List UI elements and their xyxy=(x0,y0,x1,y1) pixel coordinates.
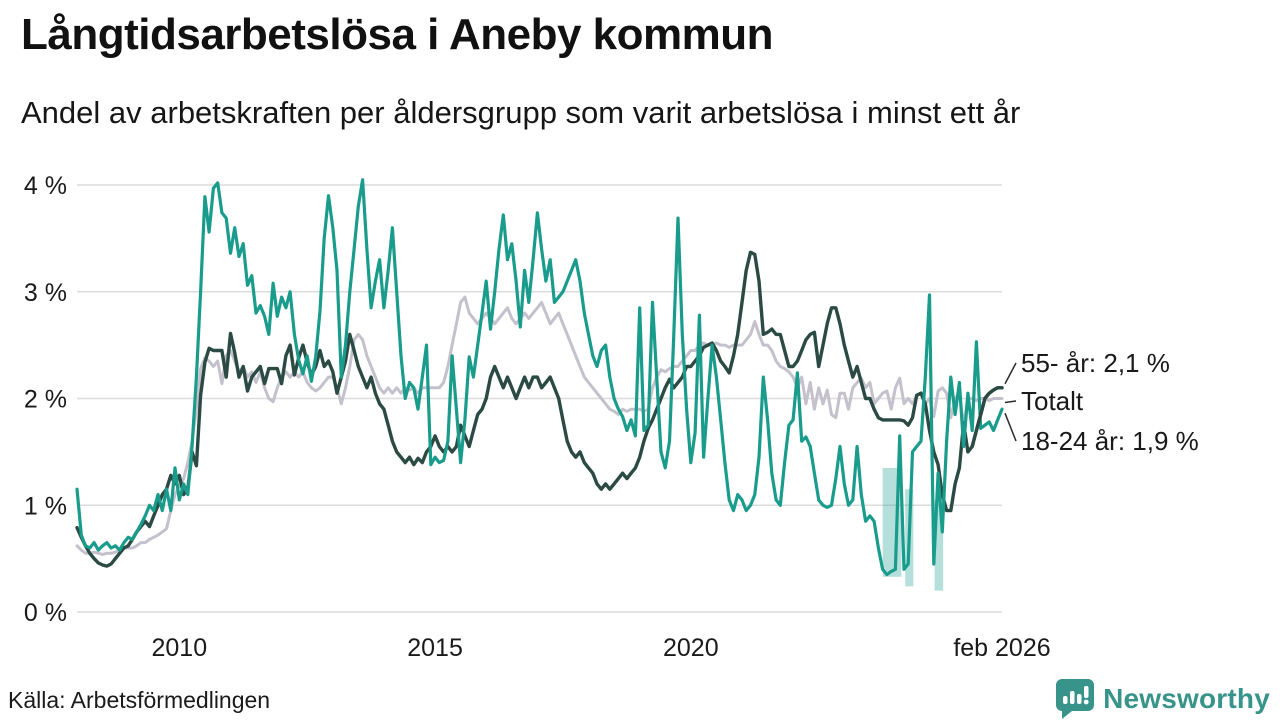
speech-bubble-shape xyxy=(1056,679,1095,719)
annotation-leader-1 xyxy=(1004,400,1017,404)
bar-small xyxy=(1063,696,1068,704)
y-tick-label: 4 % xyxy=(24,172,67,200)
exclamation-dot xyxy=(1083,699,1089,705)
newsworthy-wordmark: Newsworthy xyxy=(1103,683,1270,714)
y-tick-label: 0 % xyxy=(24,599,67,627)
series-line-18-24-r xyxy=(75,178,1004,577)
newsworthy-logo-icon xyxy=(1056,679,1095,719)
annotation-label-2: 18-24 år: 1,9 % xyxy=(1021,426,1199,456)
x-tick-label: 2015 xyxy=(407,634,463,662)
y-tick-label: 3 % xyxy=(24,279,67,307)
bar-medium xyxy=(1070,691,1075,704)
series-line-totalt xyxy=(75,295,1004,556)
bar-tall xyxy=(1077,694,1082,704)
annotation-label-1: Totalt xyxy=(1021,386,1084,416)
y-tick-label: 2 % xyxy=(24,386,67,414)
exclamation-bar xyxy=(1084,686,1089,698)
annotation-leader-2 xyxy=(1004,412,1017,442)
chart-subtitle: Andel av arbetskraften per åldersgrupp s… xyxy=(21,95,1021,130)
chart-title: Långtidsarbetslösa i Aneby kommun xyxy=(21,10,774,59)
x-tick-label: feb 2026 xyxy=(953,634,1050,662)
series-line-55-r xyxy=(75,250,1004,568)
uncertainty-band-2 xyxy=(934,499,944,591)
y-tick-label: 1 % xyxy=(24,492,67,520)
annotation-label-0: 55- år: 2,1 % xyxy=(1021,348,1170,378)
x-tick-label: 2010 xyxy=(151,634,207,662)
newsworthy-brand: Newsworthy xyxy=(1055,678,1270,720)
series-line-55-ar-tail xyxy=(970,386,1004,449)
source-note: Källa: Arbetsförmedlingen xyxy=(8,687,271,713)
x-tick-label: 2020 xyxy=(663,634,719,662)
annotation-leader-0 xyxy=(1004,362,1017,385)
